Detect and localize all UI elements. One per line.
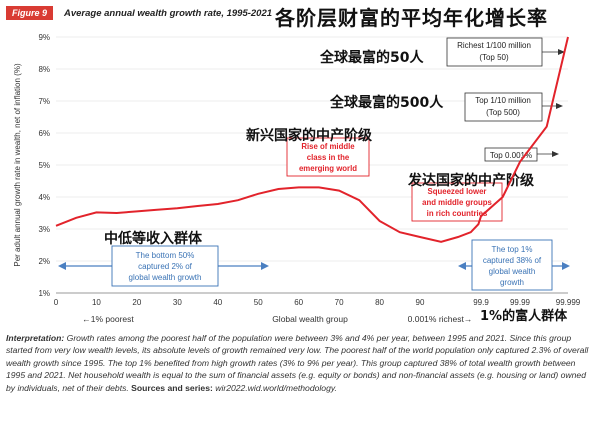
x-tick-label: 40 bbox=[213, 298, 222, 307]
svg-text:Top 1/10 million: Top 1/10 million bbox=[475, 96, 531, 105]
svg-text:Squeezed lower: Squeezed lower bbox=[428, 187, 487, 196]
x-axis-label: Global wealth group bbox=[272, 314, 348, 324]
svg-text:Rise of middle: Rise of middle bbox=[301, 142, 355, 151]
x-tick-label: 0 bbox=[54, 298, 59, 307]
annotation-top-1: The top 1% captured 38% of global wealth… bbox=[471, 239, 553, 291]
interpretation-lead: Interpretation: bbox=[6, 333, 65, 343]
x-tick-label: 60 bbox=[294, 298, 303, 307]
svg-text:growth: growth bbox=[500, 278, 524, 287]
x-tick-label: 99.999 bbox=[556, 298, 581, 307]
y-tick-label: 7% bbox=[38, 97, 50, 106]
wealth-growth-chart: 1% 2% 3% 4% 5% 6% 7% 8% 9% 0 10 20 30 40 50 60 70 80 90 99… bbox=[13, 33, 581, 324]
x-tick-label: 10 bbox=[92, 298, 101, 307]
x-tick-label: 20 bbox=[132, 298, 141, 307]
y-tick-label: 6% bbox=[38, 129, 50, 138]
annotation-richest-50: Richest 1/100 million (Top 50) bbox=[446, 37, 565, 67]
y-tick-label: 3% bbox=[38, 225, 50, 234]
wealth-growth-line bbox=[55, 36, 569, 243]
y-tick-label: 1% bbox=[38, 289, 50, 298]
x-left-label: ←1% poorest bbox=[82, 314, 134, 324]
x-tick-label: 90 bbox=[416, 298, 425, 307]
cn-label-top50: 全球最富的50人 bbox=[319, 49, 424, 66]
sources-text: wir2022.wid.world/methodology. bbox=[212, 382, 337, 393]
cn-label-top1: 1%的富人群体 bbox=[480, 308, 568, 324]
y-tick-label: 5% bbox=[38, 161, 50, 170]
figure-tag: Figure 9 bbox=[6, 6, 54, 20]
svg-text:The top 1%: The top 1% bbox=[492, 245, 533, 254]
y-axis-label: Per adult annual growth rate in wealth, … bbox=[13, 63, 22, 267]
svg-text:(Top 500): (Top 500) bbox=[486, 108, 520, 117]
x-tick-label: 30 bbox=[173, 298, 182, 307]
svg-text:captured 2% of: captured 2% of bbox=[138, 262, 193, 271]
x-tick-label: 70 bbox=[335, 298, 344, 307]
annotation-top-500: Top 1/10 million (Top 500) bbox=[464, 92, 563, 122]
annotation-rich-squeezed: Squeezed lower and middle groups in rich… bbox=[411, 182, 503, 222]
svg-text:in rich countries: in rich countries bbox=[427, 209, 488, 218]
interpretation-body: Growth rates among the poorest half of t… bbox=[6, 333, 589, 393]
chinese-title: 各阶层财富的平均年化增长率 bbox=[275, 8, 548, 30]
svg-text:(Top 50): (Top 50) bbox=[479, 53, 509, 62]
cn-label-developed: 发达国家的中产阶级 bbox=[407, 172, 535, 189]
cn-label-top500: 全球最富的500人 bbox=[329, 94, 444, 111]
y-tick-label: 4% bbox=[38, 193, 50, 202]
svg-text:global wealth: global wealth bbox=[489, 267, 536, 276]
annotation-bottom-50: The bottom 50% captured 2% of global wea… bbox=[111, 245, 219, 287]
x-tick-label: 99.9 bbox=[473, 298, 489, 307]
x-tick-label: 99.99 bbox=[510, 298, 531, 307]
y-tick-label: 2% bbox=[38, 257, 50, 266]
y-tick-label: 9% bbox=[38, 33, 50, 42]
svg-text:and middle groups: and middle groups bbox=[422, 198, 492, 207]
y-axis-ticks: 1% 2% 3% 4% 5% 6% 7% 8% 9% bbox=[38, 33, 50, 298]
x-right-label: 0.001% richest→ bbox=[408, 314, 473, 324]
annotation-emerging-middle: Rise of middle class in the emerging wor… bbox=[286, 137, 370, 177]
cn-label-emerging: 新兴国家的中产阶级 bbox=[246, 127, 373, 144]
x-tick-label: 80 bbox=[375, 298, 384, 307]
svg-text:emerging world: emerging world bbox=[299, 164, 357, 173]
svg-text:The bottom 50%: The bottom 50% bbox=[136, 251, 195, 260]
svg-text:Richest 1/100 million: Richest 1/100 million bbox=[457, 41, 531, 50]
svg-text:captured 38% of: captured 38% of bbox=[483, 256, 542, 265]
sources-label: Sources and series: bbox=[131, 382, 213, 393]
chart-title: Average annual wealth growth rate, 1995-… bbox=[64, 8, 273, 19]
cn-label-lower-middle: 中低等收入群体 bbox=[104, 230, 203, 247]
x-axis-ticks: 0 10 20 30 40 50 60 70 80 90 99.9 99.99 99.999 bbox=[54, 298, 581, 307]
svg-text:class in the: class in the bbox=[307, 153, 350, 162]
x-tick-label: 50 bbox=[254, 298, 263, 307]
interpretation-note: Interpretation: Growth rates among the p… bbox=[6, 332, 594, 394]
y-tick-label: 8% bbox=[38, 65, 50, 74]
svg-text:Top 0.001%: Top 0.001% bbox=[490, 151, 532, 160]
svg-text:global wealth growth: global wealth growth bbox=[129, 273, 202, 282]
